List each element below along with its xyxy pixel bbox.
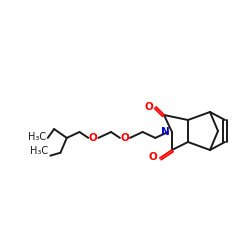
Text: O: O	[89, 133, 98, 143]
Text: O: O	[144, 102, 153, 112]
Text: O: O	[148, 152, 157, 162]
Text: H₃C: H₃C	[30, 146, 48, 156]
Text: N: N	[161, 127, 170, 137]
Text: H₃C: H₃C	[28, 132, 46, 142]
Text: O: O	[120, 133, 129, 143]
